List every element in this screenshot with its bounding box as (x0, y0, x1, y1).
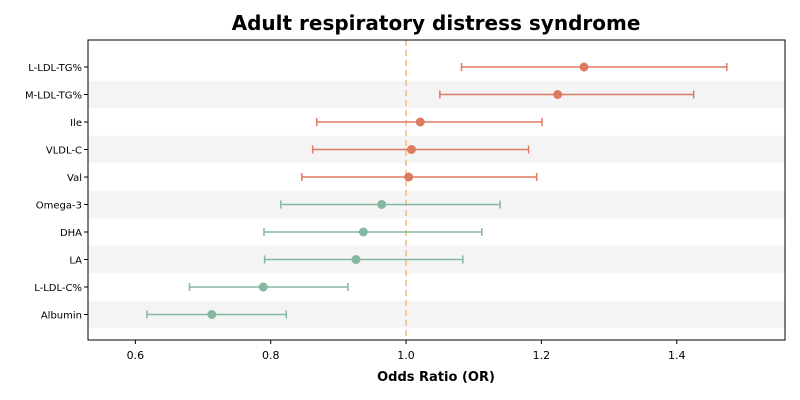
y-tick-label: VLDL-C (46, 146, 82, 157)
or-point (377, 200, 387, 209)
x-tick-label: 0.8 (262, 349, 280, 362)
y-axis: L-LDL-TG% M-LDL-TG% Ile VLDL-C Val Omega-3 DHA… (25, 63, 88, 322)
y-tick-label: LA (69, 256, 82, 267)
or-point (258, 282, 268, 292)
y-tick-label: L-LDL-C% (34, 283, 82, 294)
y-tick-label: Ile (70, 118, 82, 129)
plot-frame (87, 39, 786, 341)
chart-title: Adult respiratory distress syndrome (232, 11, 641, 35)
or-point (351, 255, 361, 264)
or-point (415, 117, 425, 127)
x-axis: 0.6 0.8 1.0 1.2 1.4 (127, 340, 686, 362)
y-tick-label: Albumin (41, 311, 82, 322)
y-tick-label: DHA (60, 228, 82, 239)
or-point (207, 310, 217, 319)
x-tick-label: 1.4 (668, 349, 686, 362)
or-point (553, 90, 563, 99)
x-tick-label: 1.2 (533, 349, 551, 362)
or-point (404, 172, 414, 182)
chart-marks (146, 62, 728, 319)
y-tick-label: L-LDL-TG% (28, 63, 82, 74)
y-tick-label: Omega-3 (36, 201, 82, 212)
x-tick-label: 1.0 (397, 349, 415, 362)
x-tick-label: 0.6 (127, 349, 145, 362)
y-tick-label: Val (67, 173, 82, 184)
or-point (358, 227, 368, 237)
or-point (579, 62, 589, 72)
x-axis-label: Odds Ratio (OR) (377, 370, 495, 385)
y-tick-label: M-LDL-TG% (25, 91, 82, 102)
or-point (406, 145, 416, 154)
